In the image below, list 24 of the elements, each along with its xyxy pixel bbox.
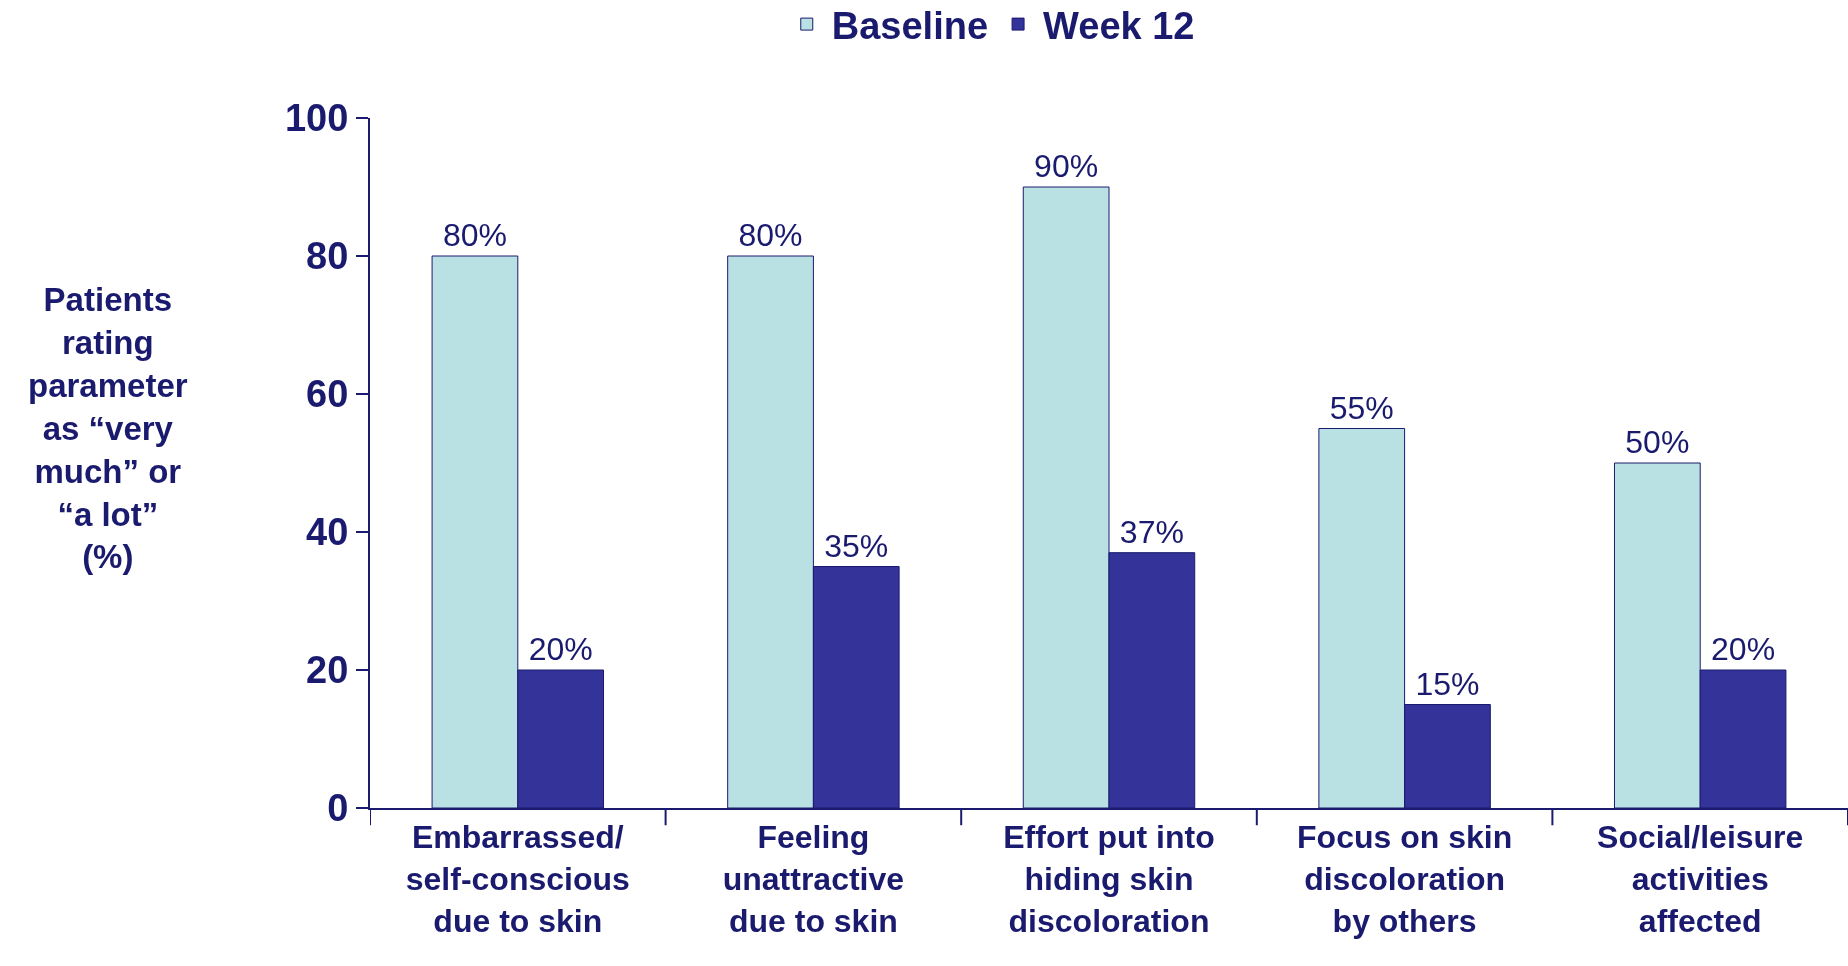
legend-label: Baseline [831,4,989,47]
y-tick-label: 0 [327,787,349,830]
x-tick-label: Social/leisure activities affected [1597,819,1804,939]
x-tick-label: Feeling unattractive due to skin [722,819,905,939]
data-label: 80% [738,217,803,253]
data-label: 20% [528,631,593,667]
y-tick-label: 60 [306,373,349,416]
x-tick-label: Effort put into hiding skin discoloration [1003,819,1215,939]
y-tick-label: 80 [306,235,349,278]
y-tick-label: 100 [284,97,349,140]
x-tick-label: Focus on skin discoloration by others [1297,819,1513,939]
x-tick-label: Embarrassed/ self-conscious due to skin [405,819,630,939]
y-tick-label: 40 [306,511,349,554]
data-label: 37% [1119,513,1184,550]
data-label: 20% [1711,631,1776,667]
y-axis-title: Patients rating parameter as “very much” or “a lot” (%) [28,281,188,576]
data-label: 15% [1415,665,1480,702]
data-label: 80% [442,217,507,253]
legend-label: Week 12 [1043,4,1195,47]
y-tick-label: 20 [306,649,349,692]
data-label: 55% [1329,389,1394,426]
data-label: 90% [1034,148,1099,184]
data-label: 50% [1625,424,1690,460]
data-label: 35% [824,527,889,564]
